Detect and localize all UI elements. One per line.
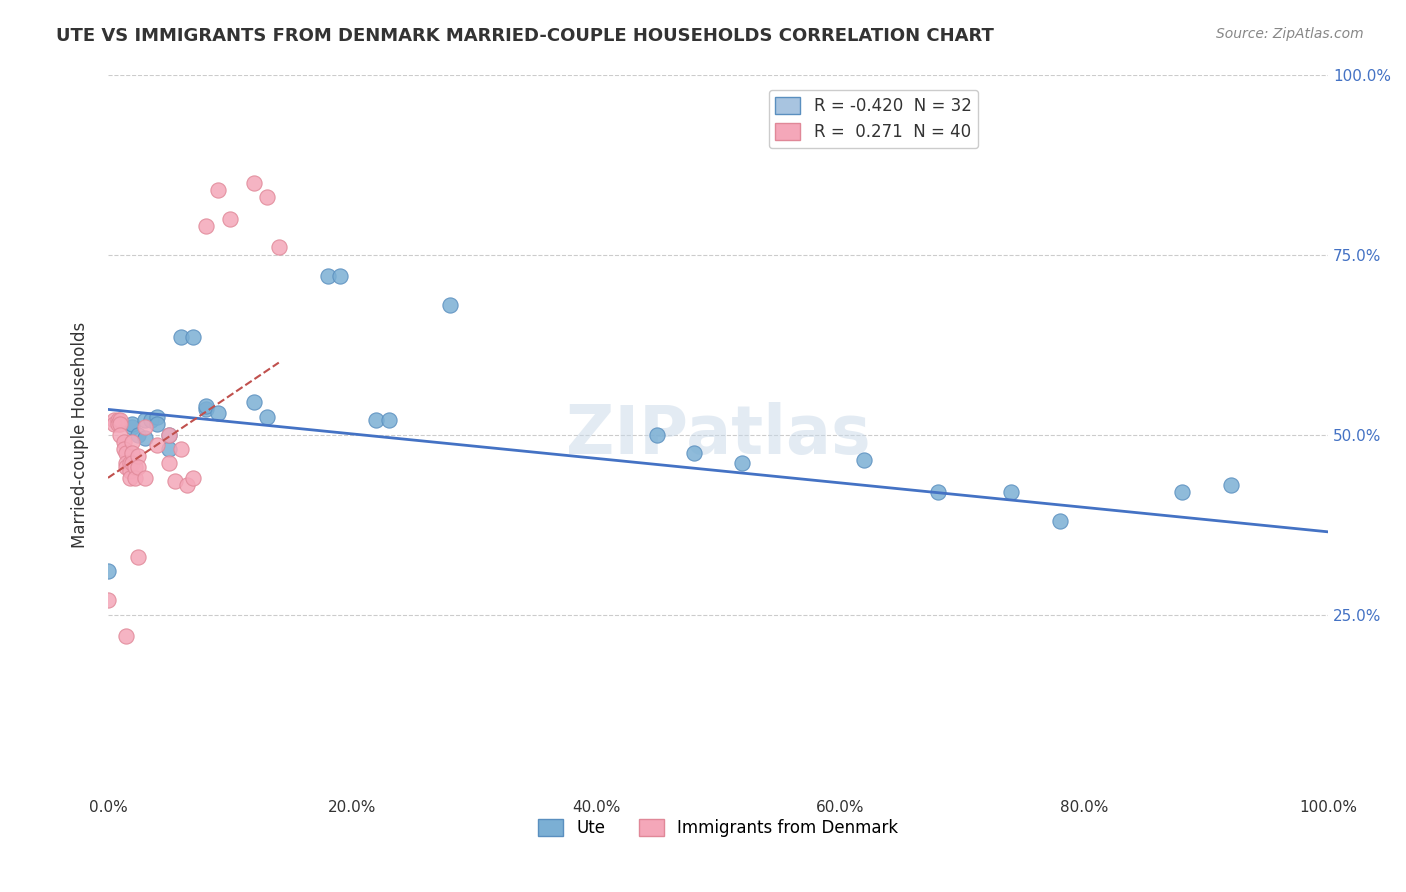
Point (170, 442, 193, 456)
Point (267, 240, 290, 254)
Point (108, 417, 131, 431)
Point (108, 427, 131, 442)
Point (1219, 478, 1241, 492)
Point (157, 457, 180, 471)
Point (103, 417, 125, 431)
Point (157, 442, 180, 456)
Point (146, 409, 169, 424)
Point (927, 485, 949, 500)
Point (118, 464, 141, 478)
Text: Source: ZipAtlas.com: Source: ZipAtlas.com (1216, 27, 1364, 41)
Point (439, 298, 461, 312)
Point (134, 413, 156, 427)
Point (645, 427, 668, 442)
Point (183, 330, 205, 344)
Point (121, 417, 143, 431)
Point (366, 413, 388, 427)
Point (128, 449, 150, 463)
Point (207, 406, 229, 420)
Point (157, 427, 180, 442)
Point (1000, 485, 1022, 500)
Point (194, 402, 217, 417)
Point (108, 413, 131, 427)
Legend: Ute, Immigrants from Denmark: Ute, Immigrants from Denmark (531, 813, 905, 844)
Point (165, 475, 187, 489)
Point (97, 565, 120, 579)
Y-axis label: Married-couple Households: Married-couple Households (72, 321, 89, 548)
Text: UTE VS IMMIGRANTS FROM DENMARK MARRIED-COUPLE HOUSEHOLDS CORRELATION CHART: UTE VS IMMIGRANTS FROM DENMARK MARRIED-C… (56, 27, 994, 45)
Point (128, 460, 150, 475)
Point (1049, 514, 1071, 528)
Point (146, 417, 169, 431)
Point (134, 431, 156, 445)
Point (134, 471, 156, 485)
Point (107, 413, 129, 427)
Point (183, 471, 205, 485)
Point (118, 471, 141, 485)
Point (731, 457, 754, 471)
Point (256, 409, 278, 424)
Point (146, 438, 169, 452)
Point (103, 413, 125, 427)
Point (118, 457, 141, 471)
Point (157, 427, 180, 442)
Point (243, 395, 266, 409)
Point (170, 330, 193, 344)
Point (194, 399, 217, 413)
Point (115, 629, 138, 643)
Point (121, 434, 143, 449)
Point (97, 593, 120, 607)
Point (256, 190, 278, 204)
Point (115, 460, 138, 475)
Point (107, 417, 129, 431)
Point (194, 219, 217, 233)
Point (139, 413, 162, 427)
Point (121, 420, 143, 434)
Point (128, 549, 150, 564)
Point (134, 420, 156, 434)
Point (1170, 485, 1192, 500)
Point (112, 442, 135, 456)
Point (115, 445, 138, 459)
Point (176, 478, 198, 492)
Point (121, 457, 143, 471)
Point (682, 445, 704, 459)
Point (124, 460, 146, 475)
Point (112, 434, 135, 449)
Point (124, 471, 146, 485)
Point (377, 413, 399, 427)
Text: ZIPatlas: ZIPatlas (565, 401, 870, 467)
Point (316, 269, 339, 284)
Point (128, 427, 150, 442)
Point (115, 457, 138, 471)
Point (853, 452, 876, 467)
Point (207, 183, 229, 197)
Point (219, 211, 242, 226)
Point (121, 445, 143, 459)
Point (243, 176, 266, 190)
Point (329, 269, 352, 284)
